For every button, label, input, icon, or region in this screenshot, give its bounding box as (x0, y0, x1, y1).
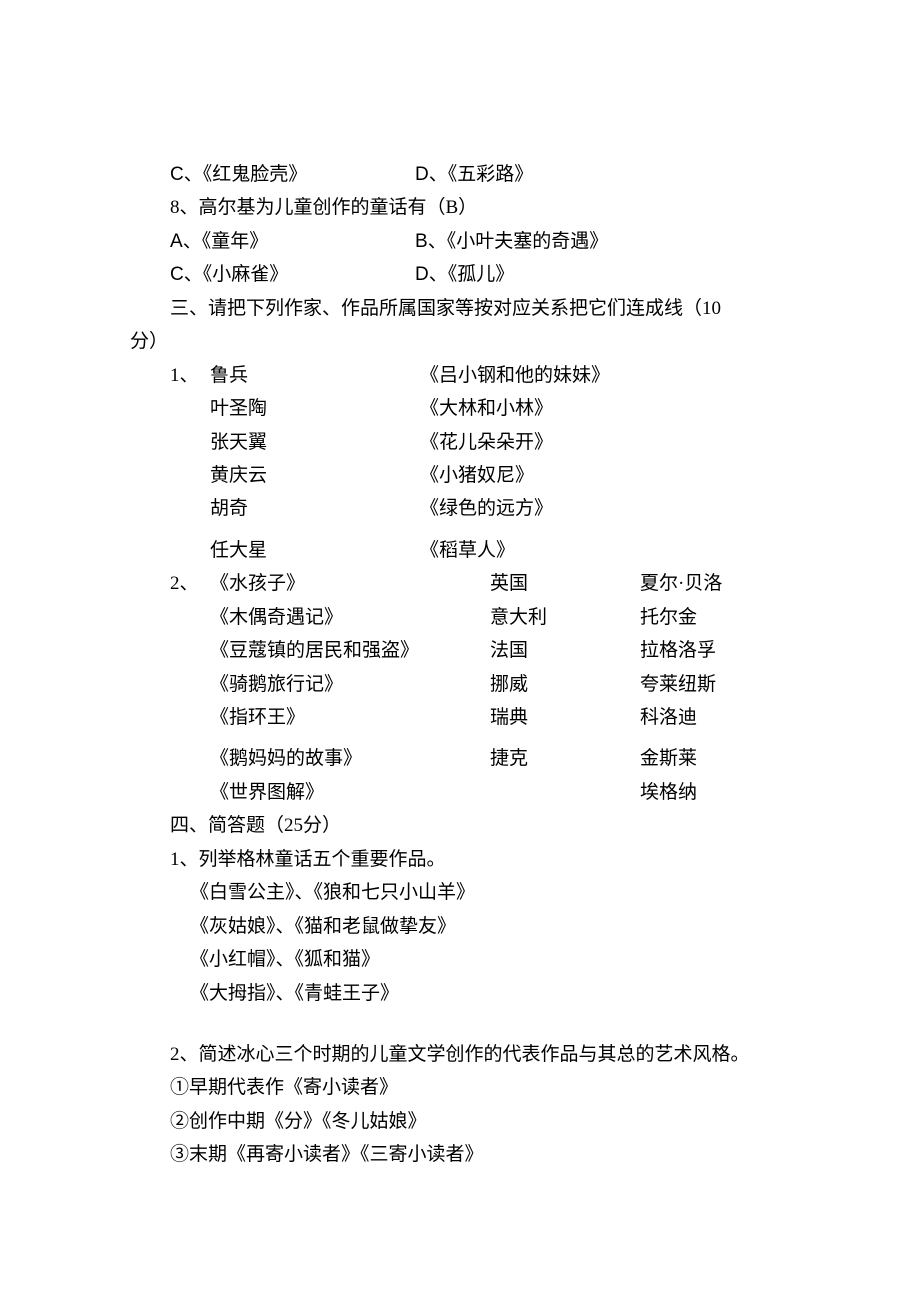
q4-1-line-0: 《白雪公主》、《狼和七只小山羊》 (130, 878, 790, 907)
match2-country-1: 意大利 (490, 603, 640, 632)
match1-work-5: 《稻草人》 (420, 536, 515, 565)
match2-country-5: 捷克 (490, 744, 640, 773)
match1-author-2: 张天翼 (210, 428, 420, 457)
q7-option-d: D、《五彩路》 (415, 160, 533, 189)
match1-work-2: 《花儿朵朵开》 (420, 428, 553, 457)
match1-work-0: 《吕小钢和他的妹妹》 (420, 361, 610, 390)
q4-1-line-2: 《小红帽》、《狐和猫》 (130, 945, 790, 974)
match2-author-0: 夏尔·贝洛 (640, 569, 790, 598)
match2-country-2: 法国 (490, 636, 640, 665)
q8-options-cd: C、《小麻雀》 D、《孤儿》 (130, 260, 790, 289)
match2-author-6: 埃格纳 (640, 778, 790, 807)
match1-row-4: 胡奇 《绿色的远方》 (130, 494, 790, 523)
match2-country-0: 英国 (490, 569, 640, 598)
match1-work-4: 《绿色的远方》 (420, 494, 553, 523)
match1-row-5: 任大星 《稻草人》 (130, 536, 790, 565)
q4-2-prompt: 2、简述冰心三个时期的儿童文学创作的代表作品与其总的艺术风格。 (130, 1040, 790, 1069)
match2-country-3: 挪威 (490, 670, 640, 699)
match2-row-0: 2、 《水孩子》 英国 夏尔·贝洛 (130, 569, 790, 598)
match1-author-0: 鲁兵 (210, 361, 420, 390)
section3-title-line1: 三、请把下列作家、作品所属国家等按对应关系把它们连成线（10 (130, 294, 790, 323)
q8-prompt: 8、高尔基为儿童创作的童话有（B） (130, 193, 790, 222)
match2-country-6 (490, 778, 640, 807)
match2-row-6: 《世界图解》 埃格纳 (130, 778, 790, 807)
match1-work-3: 《小猪奴尼》 (420, 461, 534, 490)
q8-option-b: B、《小叶夫塞的奇遇》 (415, 227, 608, 256)
match1-row-0: 1、 鲁兵 《吕小钢和他的妹妹》 (130, 361, 790, 390)
q7-c-text: 、 (184, 164, 203, 185)
document-page: C、《红鬼脸壳》 D、《五彩路》 8、高尔基为儿童创作的童话有（B） A、《童年… (0, 0, 920, 1274)
q8-options-ab: A、《童年》 B、《小叶夫塞的奇遇》 (130, 227, 790, 256)
match2-num: 2、 (170, 569, 210, 598)
section3-title-line2: 分） (130, 327, 790, 356)
match2-row-1: 《木偶奇遇记》 意大利 托尔金 (130, 603, 790, 632)
match1-author-5: 任大星 (210, 536, 420, 565)
match1-author-4: 胡奇 (210, 494, 420, 523)
match2-row-5: 《鹅妈妈的故事》 捷克 金斯莱 (130, 744, 790, 773)
match2-author-5: 金斯莱 (640, 744, 790, 773)
q4-2-line-0: ①早期代表作《寄小读者》 (130, 1073, 790, 1102)
match2-country-4: 瑞典 (490, 703, 640, 732)
section4-title: 四、简答题（25分） (130, 811, 790, 840)
match2-work-3: 《骑鹅旅行记》 (210, 670, 490, 699)
match2-work-1: 《木偶奇遇记》 (210, 603, 490, 632)
match2-work-0: 《水孩子》 (210, 569, 490, 598)
q4-2-line-2: ③末期《再寄小读者》《三寄小读者》 (130, 1140, 790, 1169)
match2-row-4: 《指环王》 瑞典 科洛迪 (130, 703, 790, 732)
q8-option-d: D、《孤儿》 (415, 260, 514, 289)
q7-option-c: C、《红鬼脸壳》 (170, 160, 415, 189)
match1-author-1: 叶圣陶 (210, 394, 420, 423)
match2-row-3: 《骑鹅旅行记》 挪威 夸莱纽斯 (130, 670, 790, 699)
q4-1-line-3: 《大拇指》、《青蛙王子》 (130, 979, 790, 1008)
q4-1-line-1: 《灰姑娘》、《猫和老鼠做挚友》 (130, 912, 790, 941)
match1-row-3: 黄庆云 《小猪奴尼》 (130, 461, 790, 490)
match2-author-4: 科洛迪 (640, 703, 790, 732)
q8-option-c: C、《小麻雀》 (170, 260, 415, 289)
match2-row-2: 《豆蔻镇的居民和强盗》 法国 拉格洛孚 (130, 636, 790, 665)
match1-author-3: 黄庆云 (210, 461, 420, 490)
match1-row-1: 叶圣陶 《大林和小林》 (130, 394, 790, 423)
match1-row-2: 张天翼 《花儿朵朵开》 (130, 428, 790, 457)
match2-work-6: 《世界图解》 (210, 778, 490, 807)
q8-option-a: A、《童年》 (170, 227, 415, 256)
match1-num: 1、 (170, 361, 210, 390)
match2-work-5: 《鹅妈妈的故事》 (210, 744, 490, 773)
q4-1-prompt: 1、列举格林童话五个重要作品。 (130, 845, 790, 874)
match1-work-1: 《大林和小林》 (420, 394, 553, 423)
q4-2-line-1: ②创作中期《分》《冬儿姑娘》 (130, 1107, 790, 1136)
match2-work-4: 《指环王》 (210, 703, 490, 732)
q7-options-cd: C、《红鬼脸壳》 D、《五彩路》 (130, 160, 790, 189)
match2-work-2: 《豆蔻镇的居民和强盗》 (210, 636, 490, 665)
match2-author-1: 托尔金 (640, 603, 790, 632)
match2-author-3: 夸莱纽斯 (640, 670, 790, 699)
match2-author-2: 拉格洛孚 (640, 636, 790, 665)
